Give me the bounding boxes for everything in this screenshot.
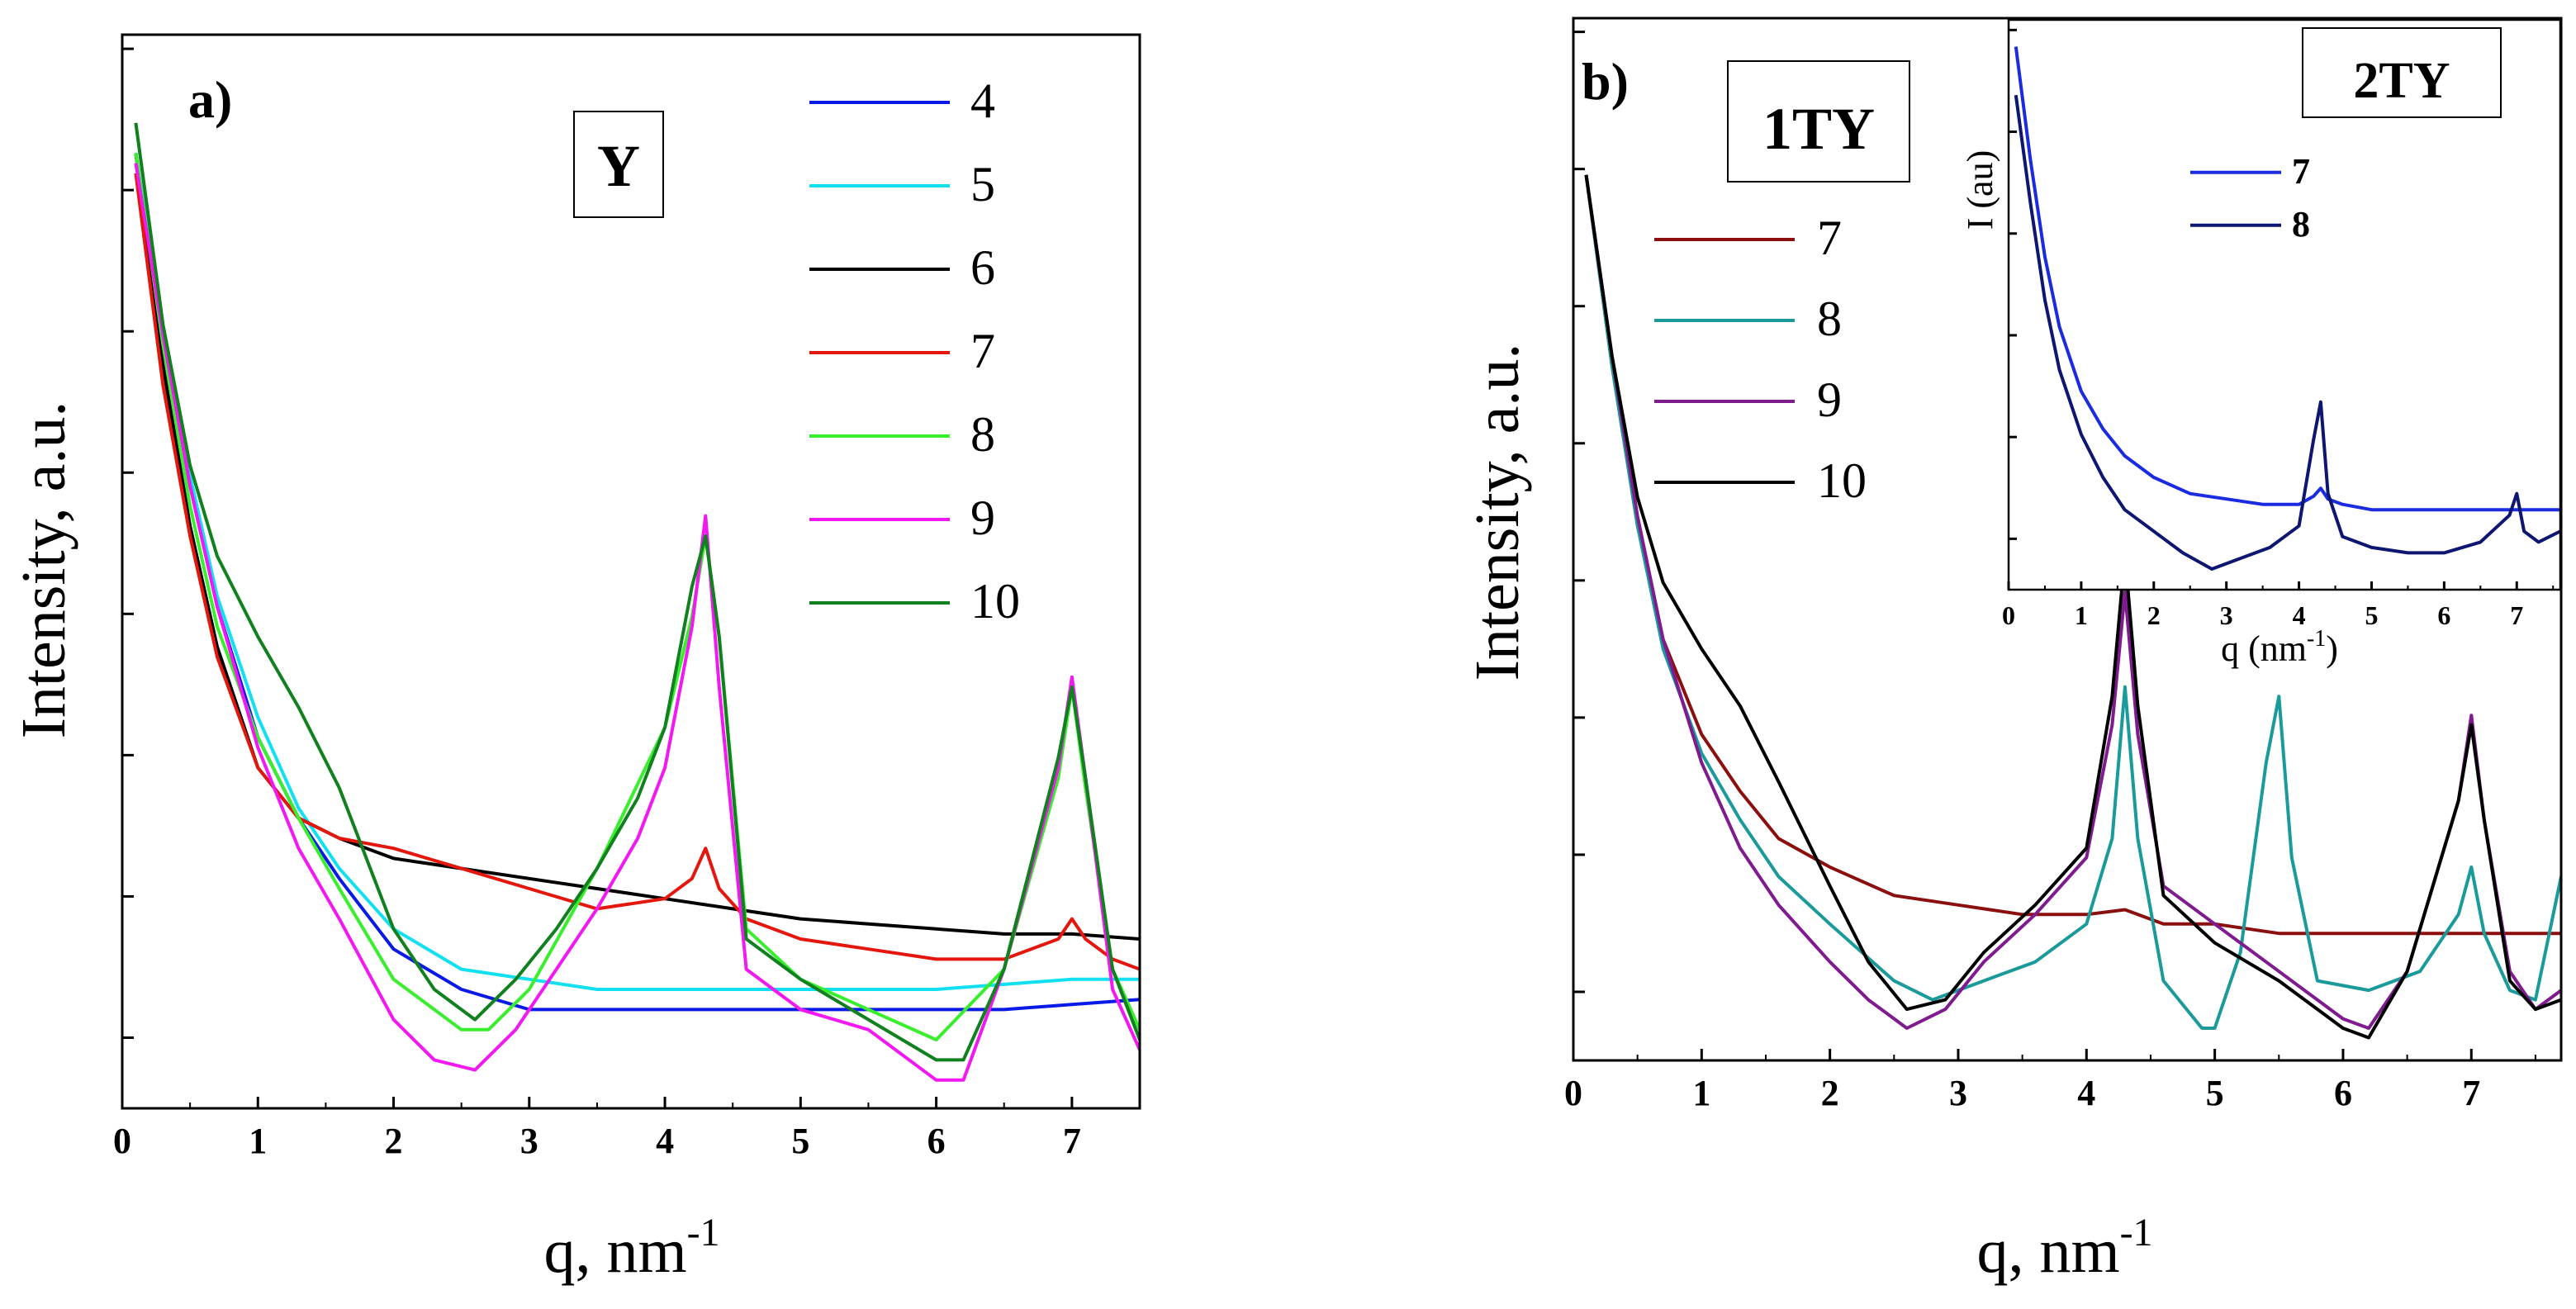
series-line-5 — [134, 153, 1140, 991]
legend-label: 10 — [970, 574, 1020, 628]
x-tick-label: 6 — [2437, 600, 2450, 630]
panel-b-legend: 7 8 9 10 — [1654, 211, 1867, 508]
x-tick-label: 5 — [2365, 600, 2378, 630]
panel-a-x-axis-label-sup: -1 — [687, 1211, 720, 1254]
x-tick-label: 4 — [2293, 600, 2306, 630]
inset-y-axis-label: I (au) — [1960, 150, 2000, 230]
legend-label: 7 — [2292, 151, 2310, 192]
panel-a-tick-labels: 0 1 2 3 4 5 6 7 — [113, 1121, 1081, 1161]
legend-label: 6 — [970, 240, 995, 295]
series-line-6 — [134, 153, 1140, 941]
inset-x-axis-label-text: q (nm — [2221, 628, 2307, 669]
panel-b-series — [1584, 174, 2561, 1040]
panel-a-series — [134, 122, 1140, 1082]
panel-b-sample-box — [1727, 60, 1910, 183]
x-tick-label: 0 — [113, 1121, 131, 1161]
panel-b-sample-label: 1TY — [1762, 96, 1875, 162]
x-tick-label: 7 — [2510, 600, 2523, 630]
legend-label: 10 — [1817, 453, 1867, 508]
x-tick-label: 2 — [385, 1121, 403, 1161]
panel-a-sample-label: Y — [597, 133, 640, 199]
x-tick-label: 0 — [2002, 600, 2015, 630]
inset-sample-label: 2TY — [2353, 53, 2450, 109]
x-tick-label: 4 — [2077, 1073, 2095, 1113]
x-tick-label: 6 — [927, 1121, 946, 1161]
panel-a-ticks — [121, 47, 1074, 1108]
panel-a-frame — [121, 33, 1141, 1110]
legend-label: 9 — [1817, 372, 1842, 427]
panel-a-x-axis-label: q, nm-1 — [543, 1211, 719, 1286]
panel-b-y-axis-label: Intensity, a.u. — [1463, 344, 1532, 681]
panel-b-x-axis-label-text: q, nm — [1976, 1217, 2119, 1286]
panel-a: 0 1 2 3 4 5 6 7 a) Y 4 5 6 7 8 9 10 Intensity, a.u. q… — [9, 33, 1141, 1286]
x-tick-label: 7 — [2462, 1073, 2480, 1113]
inset-x-axis-label-sup: -1 — [2307, 626, 2326, 652]
series-line-10 — [134, 122, 1140, 1062]
panel-a-y-axis-label: Intensity, a.u. — [9, 401, 78, 739]
legend-label: 7 — [1817, 211, 1842, 265]
legend-label: 8 — [2292, 204, 2310, 244]
x-tick-label: 2 — [2147, 600, 2161, 630]
x-tick-label: 3 — [1949, 1073, 1967, 1113]
panel-b-tick-labels: 0 1 2 3 4 5 6 7 — [1564, 1073, 2480, 1113]
x-tick-label: 5 — [791, 1121, 809, 1161]
legend-label: 5 — [970, 157, 995, 211]
panel-a-legend: 4 5 6 7 8 9 10 — [809, 74, 1020, 628]
inset-legend: 78 — [2190, 151, 2310, 244]
panel-b-x-axis-label: q, nm-1 — [1976, 1211, 2152, 1286]
series-line-7 — [2014, 46, 2560, 512]
inset-series — [2014, 46, 2560, 571]
series-line-7 — [1584, 174, 2561, 936]
legend-label: 9 — [970, 491, 995, 545]
x-tick-label: 1 — [1692, 1073, 1710, 1113]
inset-x-axis-label: q (nm-1) — [2221, 626, 2338, 669]
series-line-8 — [1584, 174, 2561, 1030]
x-tick-label: 7 — [1063, 1121, 1081, 1161]
inset-x-axis-label-end: ) — [2326, 628, 2338, 669]
legend-label: 7 — [970, 324, 995, 378]
x-tick-label: 1 — [249, 1121, 267, 1161]
x-tick-label: 5 — [2206, 1073, 2224, 1113]
inset-ticks — [2007, 28, 2555, 590]
x-tick-label: 0 — [1564, 1073, 1582, 1113]
series-line-8 — [134, 153, 1140, 1041]
series-line-7 — [134, 173, 1140, 971]
x-tick-label: 1 — [2075, 600, 2088, 630]
panel-b-label: b) — [1582, 52, 1629, 111]
panel-a-label: a) — [188, 70, 232, 129]
panel-b-ticks — [1572, 31, 2536, 1060]
legend-label: 8 — [970, 407, 995, 462]
series-line-10 — [1584, 174, 2561, 1040]
inset-frame — [2007, 18, 2562, 591]
inset-tick-labels: 0 1 2 3 4 5 6 7 — [2002, 600, 2523, 630]
x-tick-label: 3 — [2220, 600, 2233, 630]
legend-label: 8 — [1817, 292, 1842, 346]
panel-a-sample-box — [573, 111, 664, 218]
panel-b-x-axis-label-sup: -1 — [2120, 1211, 2153, 1254]
x-tick-label: 4 — [656, 1121, 674, 1161]
x-tick-label: 6 — [2334, 1073, 2352, 1113]
panel-a-x-axis-label-text: q, nm — [543, 1217, 686, 1286]
inset-sample-box — [2302, 27, 2502, 118]
x-tick-label: 2 — [1821, 1073, 1839, 1113]
series-line-8 — [2014, 94, 2560, 571]
x-tick-label: 3 — [520, 1121, 538, 1161]
legend-label: 4 — [970, 74, 995, 128]
